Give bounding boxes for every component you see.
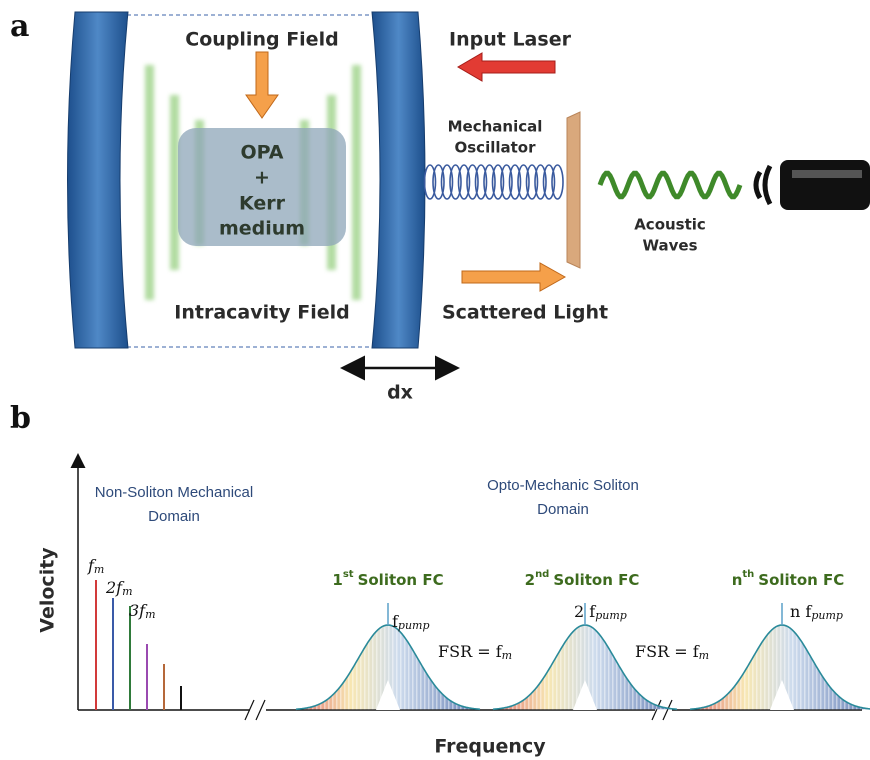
comb-title: 2nd Soliton FC	[525, 569, 640, 589]
harmonic-label: 2fm	[105, 578, 133, 599]
coil	[491, 164, 505, 200]
arrow	[461, 262, 567, 292]
medium-box	[178, 128, 346, 246]
coil	[551, 164, 564, 200]
coil	[517, 164, 530, 200]
comb-title: 1st Soliton FC	[332, 569, 443, 589]
panel-label: a	[10, 9, 29, 44]
coil	[508, 164, 522, 200]
displacement: dx	[387, 382, 413, 404]
coil	[457, 164, 471, 200]
acoustic-label: Waves	[642, 237, 697, 255]
medium-text: OPA	[240, 142, 283, 164]
domain-label: Opto-Mechanic Soliton	[487, 477, 639, 494]
arrow	[457, 52, 556, 82]
comb-gap	[770, 680, 794, 710]
coil	[525, 164, 539, 200]
fsr-label: FSR = fm	[438, 642, 512, 663]
comb-stripes	[690, 625, 870, 710]
coil	[466, 164, 479, 200]
oscillator-label: Mechanical	[448, 118, 543, 136]
coupling-field: Coupling Field	[185, 29, 338, 51]
domain-label: Non-Soliton Mechanical	[95, 484, 253, 501]
harmonic-lines	[95, 580, 182, 710]
scattered-light: Scattered Light	[442, 302, 608, 324]
y-axis-title: Velocity	[37, 547, 59, 633]
speaker	[753, 160, 870, 210]
mirror	[67, 11, 129, 349]
comb-stripes	[493, 625, 677, 710]
comb-title: nth Soliton FC	[732, 569, 845, 589]
coil	[534, 164, 547, 200]
coil	[500, 164, 513, 200]
pump-label: n fpump	[790, 602, 843, 623]
medium-text: +	[254, 167, 270, 189]
combs	[295, 603, 870, 711]
medium-text: medium	[219, 218, 305, 240]
comb-stripes	[296, 625, 480, 710]
axis-break	[244, 699, 673, 721]
mirror	[371, 11, 426, 349]
harmonic-label: 3fm	[129, 601, 156, 622]
oscillator-plate	[566, 111, 581, 269]
coil	[449, 164, 462, 200]
oscillator-label: Oscillator	[455, 139, 537, 157]
x-axis-title: Frequency	[434, 736, 546, 758]
medium-text: Kerr	[239, 193, 286, 215]
spring	[423, 164, 564, 200]
domain-label: Domain	[537, 501, 589, 518]
coil	[474, 164, 488, 200]
comb-gap	[376, 680, 400, 710]
panel-label: b	[10, 401, 31, 436]
coil	[483, 164, 496, 200]
pump-label: fpump	[392, 612, 430, 633]
intracavity-field: Intracavity Field	[174, 302, 349, 324]
fsr-label: FSR = fm	[635, 642, 709, 663]
pump-label: 2 fpump	[574, 602, 627, 623]
coil	[542, 164, 556, 200]
input-laser: Input Laser	[449, 29, 572, 51]
acoustic-wave	[597, 170, 743, 200]
coil	[423, 164, 437, 200]
arrow	[245, 51, 279, 119]
coil	[440, 164, 454, 200]
acoustic-label: Acoustic	[634, 216, 706, 234]
coil	[432, 164, 445, 200]
harmonic-label: fm	[87, 556, 104, 577]
comb-gap	[573, 680, 597, 710]
domain-label: Domain	[148, 508, 200, 525]
